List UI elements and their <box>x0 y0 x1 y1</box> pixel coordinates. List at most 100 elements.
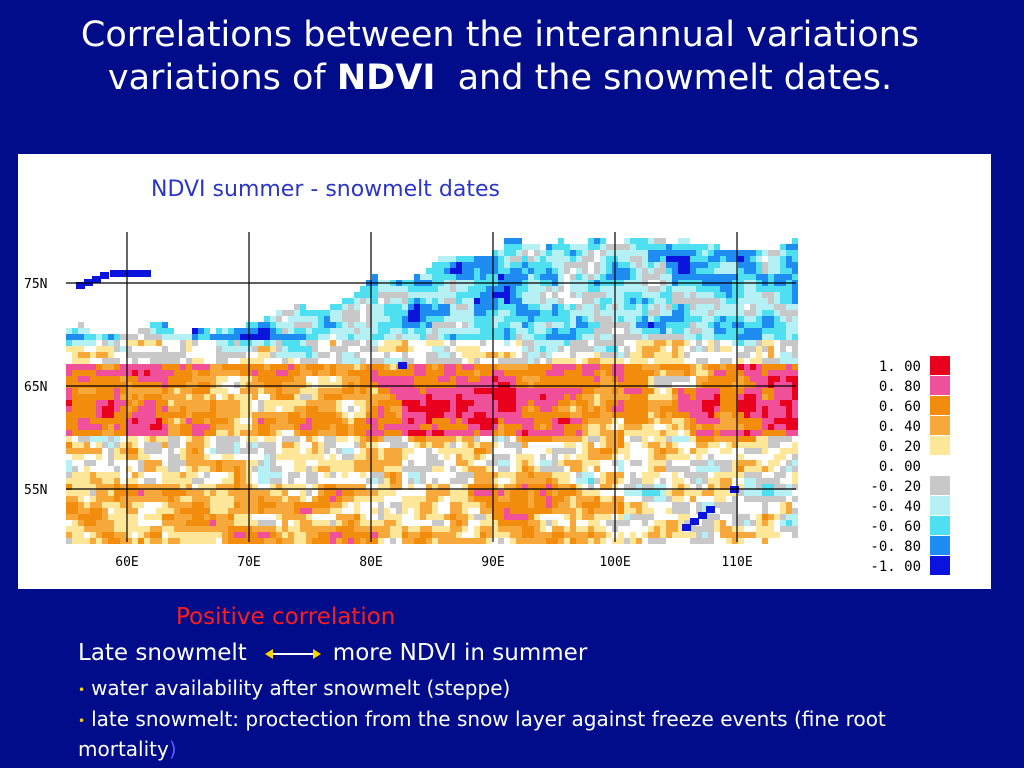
map-cell <box>654 244 660 250</box>
map-cell <box>144 418 150 424</box>
map-cell <box>462 436 468 442</box>
map-cell <box>768 322 774 328</box>
map-cell <box>414 304 420 310</box>
map-cell <box>552 394 558 400</box>
map-cell <box>594 334 600 340</box>
map-cell <box>516 448 522 454</box>
map-cell <box>108 406 114 412</box>
map-cell <box>102 502 108 508</box>
map-cell <box>66 382 72 388</box>
map-cell <box>186 484 192 490</box>
map-cell <box>504 274 510 280</box>
map-cell <box>468 460 474 466</box>
map-cell <box>402 442 408 448</box>
map-cell <box>234 508 240 514</box>
map-cell <box>726 448 732 454</box>
map-cell <box>774 358 780 364</box>
map-cell <box>174 532 180 538</box>
map-cell <box>756 298 762 304</box>
map-cell <box>270 334 276 340</box>
map-cell <box>582 394 588 400</box>
map-cell <box>756 304 762 310</box>
map-cell <box>498 502 504 508</box>
map-cell <box>492 364 498 370</box>
map-cell <box>384 298 390 304</box>
map-cell <box>534 466 540 472</box>
map-cell <box>600 292 606 298</box>
map-cell <box>630 418 636 424</box>
map-cell <box>774 478 780 484</box>
map-cell <box>606 304 612 310</box>
map-cell <box>792 250 798 256</box>
map-cell <box>438 358 444 364</box>
map-cell <box>774 394 780 400</box>
map-cell <box>324 532 330 538</box>
map-cell <box>330 460 336 466</box>
map-cell <box>474 316 480 322</box>
map-cell <box>276 430 282 436</box>
map-cell <box>636 436 642 442</box>
map-cell <box>402 358 408 364</box>
map-cell <box>600 526 606 532</box>
map-cell <box>546 394 552 400</box>
map-cell <box>192 448 198 454</box>
map-cell <box>528 532 534 538</box>
map-cell <box>180 406 186 412</box>
map-cell <box>384 334 390 340</box>
map-cell <box>312 316 318 322</box>
map-cell <box>534 418 540 424</box>
map-cell <box>312 340 318 346</box>
map-cell <box>786 424 792 430</box>
map-cell <box>606 310 612 316</box>
map-cell <box>642 382 648 388</box>
map-cell <box>570 334 576 340</box>
map-cell <box>780 394 786 400</box>
map-cell <box>222 478 228 484</box>
map-cell <box>528 376 534 382</box>
map-cell <box>72 328 78 334</box>
map-cell <box>780 514 786 520</box>
map-cell <box>468 304 474 310</box>
latitude-label: 55N <box>24 483 47 498</box>
map-cell <box>606 256 612 262</box>
map-cell <box>768 346 774 352</box>
map-cell <box>462 406 468 412</box>
map-cell <box>264 430 270 436</box>
map-cell <box>282 442 288 448</box>
map-cell <box>312 424 318 430</box>
map-cell <box>600 340 606 346</box>
map-cell <box>756 328 762 334</box>
map-cell <box>576 532 582 538</box>
map-cell <box>168 424 174 430</box>
map-cell <box>90 490 96 496</box>
map-cell <box>552 322 558 328</box>
map-cell <box>624 334 630 340</box>
map-cell <box>288 400 294 406</box>
map-cell <box>408 400 414 406</box>
map-cell <box>792 298 798 304</box>
map-cell <box>606 418 612 424</box>
map-cell <box>324 334 330 340</box>
legend-swatch <box>930 436 950 455</box>
map-cell <box>366 442 372 448</box>
map-cell <box>354 442 360 448</box>
map-cell <box>210 520 216 526</box>
map-cell <box>186 436 192 442</box>
map-cell <box>180 382 186 388</box>
map-cell <box>390 418 396 424</box>
map-cell <box>156 406 162 412</box>
map-cell <box>576 424 582 430</box>
map-cell <box>204 376 210 382</box>
map-cell <box>348 364 354 370</box>
map-cell <box>570 286 576 292</box>
map-cell <box>762 370 768 376</box>
map-cell <box>408 418 414 424</box>
map-cell <box>282 340 288 346</box>
map-cell <box>270 376 276 382</box>
map-cell <box>72 388 78 394</box>
map-cell <box>462 460 468 466</box>
map-cell <box>252 322 258 328</box>
map-cell <box>138 364 144 370</box>
map-cell <box>672 274 678 280</box>
map-cell <box>342 538 348 544</box>
